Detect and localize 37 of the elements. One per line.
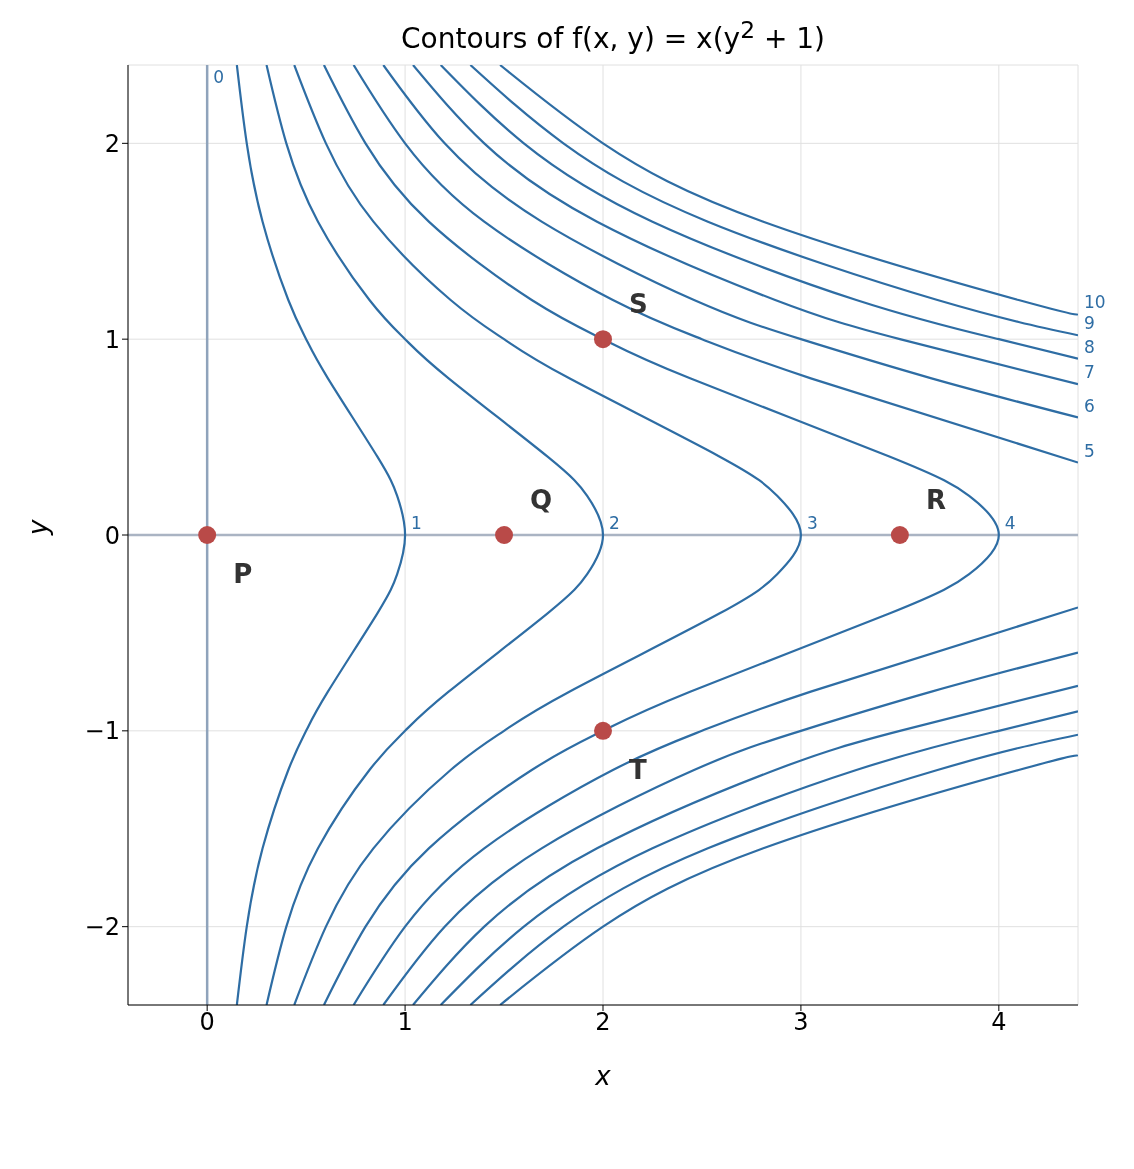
y-tick-label: 1 [104, 326, 120, 355]
line-series [293, 65, 803, 1006]
annotation: P [233, 559, 253, 590]
annotation: S [629, 289, 648, 320]
point [594, 330, 612, 349]
y-tick-label: −1 [84, 717, 120, 746]
x-tick-label: 0 [199, 1008, 215, 1037]
annotation: R [925, 485, 946, 516]
y-tick-label: 2 [104, 130, 120, 159]
series-label: 6 [1084, 395, 1095, 416]
y-axis-title: y [23, 519, 54, 537]
annotation: T [629, 755, 647, 786]
annotation: Q [530, 485, 553, 516]
series-label: 2 [609, 513, 620, 534]
chart-title: Contours of f(x, y) = x(y$^{2}$ + 1) [400, 16, 826, 56]
x-tick-label: 4 [991, 1008, 1007, 1037]
series-label: 4 [1004, 513, 1016, 534]
point [890, 526, 909, 545]
series-label: 10 [1084, 292, 1106, 313]
series-label: 1 [411, 513, 422, 534]
x-tick-label: 1 [397, 1008, 413, 1037]
y-tick-label: 0 [104, 521, 120, 550]
x-tick-label: 2 [595, 1008, 611, 1037]
point [198, 526, 217, 545]
line-series [265, 65, 605, 1006]
series-label: 9 [1084, 313, 1095, 334]
series-label: 8 [1084, 337, 1095, 358]
y-tick-label: −2 [84, 913, 120, 942]
series-label: 5 [1084, 440, 1095, 461]
series-label: 3 [806, 513, 818, 534]
line-series [235, 65, 407, 1006]
point [594, 722, 612, 741]
ref-line-label: 0 [213, 67, 224, 88]
series-label: 7 [1084, 362, 1095, 383]
x-tick-label: 3 [793, 1008, 809, 1037]
x-axis-title: x [594, 1061, 612, 1092]
point [495, 526, 514, 545]
